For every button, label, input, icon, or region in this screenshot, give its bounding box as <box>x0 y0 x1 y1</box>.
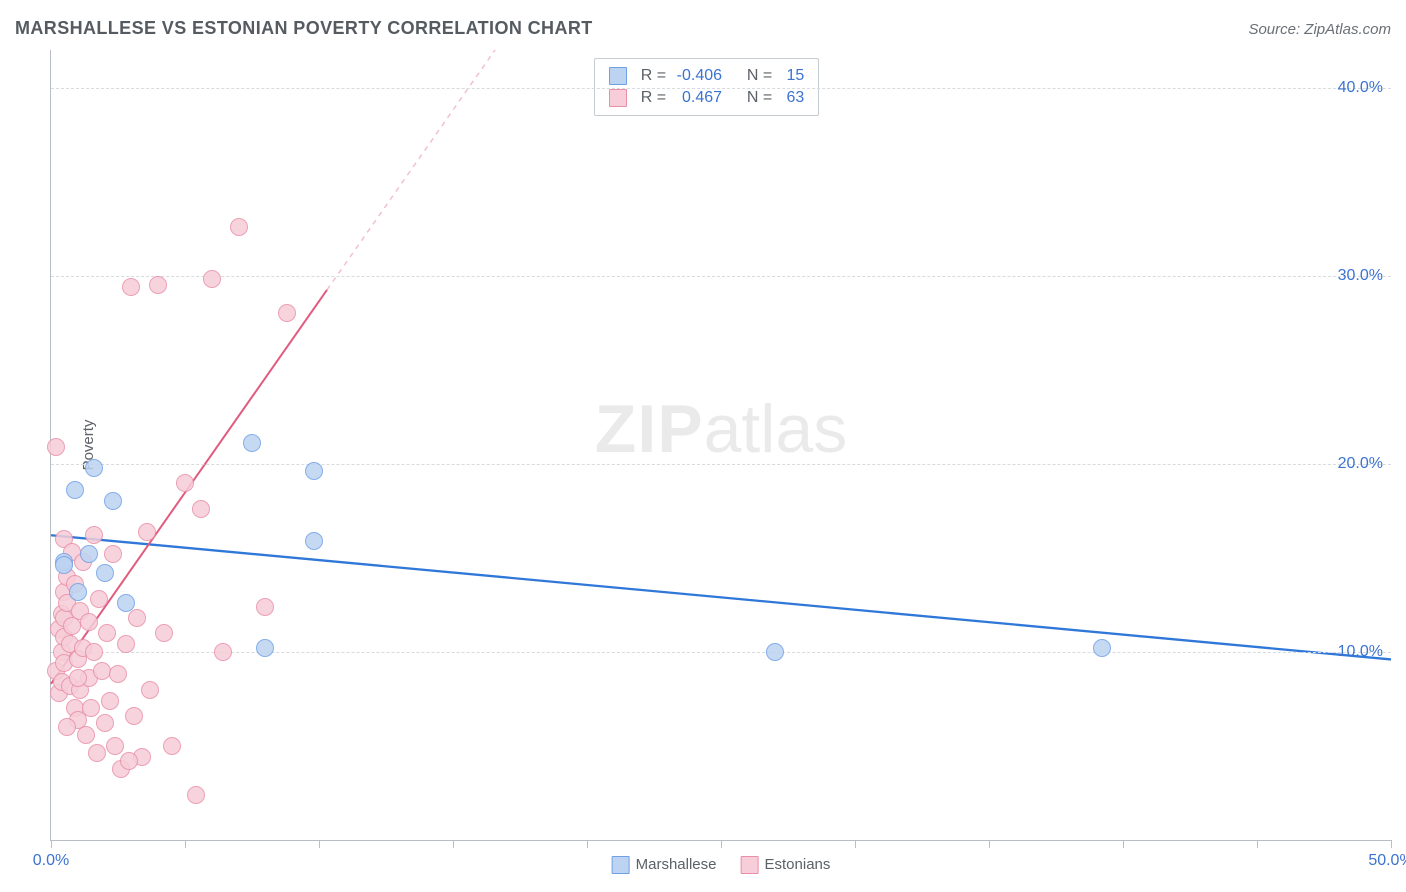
chart-title: MARSHALLESE VS ESTONIAN POVERTY CORRELAT… <box>15 18 593 39</box>
chart-header: MARSHALLESE VS ESTONIAN POVERTY CORRELAT… <box>15 18 1391 39</box>
data-point <box>55 556 73 574</box>
stats-row: R = 0.467 N = 63 <box>609 87 805 109</box>
data-point <box>192 500 210 518</box>
data-point <box>58 718 76 736</box>
data-point <box>256 639 274 657</box>
data-point <box>104 545 122 563</box>
legend-swatch <box>741 856 759 874</box>
x-tick <box>989 840 990 848</box>
x-tick <box>1257 840 1258 848</box>
x-tick-label: 0.0% <box>33 852 69 870</box>
gridline <box>51 652 1391 653</box>
watermark-bold: ZIP <box>595 391 704 467</box>
legend-swatch <box>609 89 627 107</box>
data-point <box>98 624 116 642</box>
x-tick <box>319 840 320 848</box>
data-point <box>93 662 111 680</box>
data-point <box>230 218 248 236</box>
data-point <box>305 532 323 550</box>
gridline <box>51 464 1391 465</box>
legend-item: Marshallese <box>612 856 717 874</box>
y-tick-label: 10.0% <box>1338 643 1383 661</box>
x-tick <box>721 840 722 848</box>
data-point <box>69 583 87 601</box>
data-point <box>80 613 98 631</box>
legend-label: Marshallese <box>636 856 717 873</box>
data-point <box>125 707 143 725</box>
gridline <box>51 276 1391 277</box>
chart-source: Source: ZipAtlas.com <box>1248 21 1391 38</box>
x-tick <box>453 840 454 848</box>
legend-label: Estonians <box>765 856 831 873</box>
data-point <box>109 665 127 683</box>
legend-item: Estonians <box>741 856 831 874</box>
watermark: ZIPatlas <box>595 390 847 468</box>
data-point <box>163 737 181 755</box>
data-point <box>138 523 156 541</box>
data-point <box>120 752 138 770</box>
data-point <box>101 692 119 710</box>
data-point <box>69 669 87 687</box>
data-point <box>85 526 103 544</box>
data-point <box>88 744 106 762</box>
data-point <box>141 681 159 699</box>
data-point <box>85 459 103 477</box>
legend-bottom: Marshallese Estonians <box>612 856 831 874</box>
watermark-light: atlas <box>704 391 848 467</box>
x-tick <box>185 840 186 848</box>
data-point <box>278 304 296 322</box>
x-tick-label: 50.0% <box>1368 852 1406 870</box>
x-tick <box>1123 840 1124 848</box>
data-point <box>66 481 84 499</box>
data-point <box>96 714 114 732</box>
data-point <box>766 643 784 661</box>
x-tick <box>1391 840 1392 848</box>
data-point <box>77 726 95 744</box>
data-point <box>117 635 135 653</box>
data-point <box>90 590 108 608</box>
legend-swatch <box>609 67 627 85</box>
data-point <box>187 786 205 804</box>
data-point <box>176 474 194 492</box>
data-point <box>106 737 124 755</box>
data-point <box>82 699 100 717</box>
data-point <box>85 643 103 661</box>
y-tick-label: 40.0% <box>1338 79 1383 97</box>
data-point <box>155 624 173 642</box>
data-point <box>1093 639 1111 657</box>
data-point <box>117 594 135 612</box>
y-tick-label: 30.0% <box>1338 267 1383 285</box>
gridline <box>51 88 1391 89</box>
scatter-plot: Poverty ZIPatlas R = -0.406 N = 15R = 0.… <box>50 50 1391 841</box>
data-point <box>96 564 114 582</box>
data-point <box>47 438 65 456</box>
data-point <box>243 434 261 452</box>
data-point <box>305 462 323 480</box>
data-point <box>80 545 98 563</box>
data-point <box>104 492 122 510</box>
data-point <box>203 270 221 288</box>
y-tick-label: 20.0% <box>1338 455 1383 473</box>
data-point <box>214 643 232 661</box>
data-point <box>128 609 146 627</box>
data-point <box>149 276 167 294</box>
x-tick <box>587 840 588 848</box>
data-point <box>122 278 140 296</box>
stats-row: R = -0.406 N = 15 <box>609 65 805 87</box>
x-tick <box>51 840 52 848</box>
legend-swatch <box>612 856 630 874</box>
data-point <box>256 598 274 616</box>
x-tick <box>855 840 856 848</box>
